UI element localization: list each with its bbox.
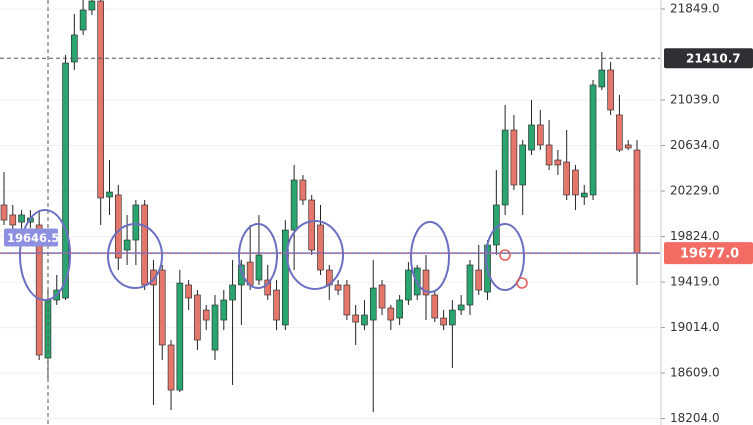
candle-body	[79, 9, 87, 31]
candle-body	[299, 179, 307, 201]
y-tick-label: 19824.0	[670, 229, 720, 243]
candle-body	[501, 129, 509, 206]
candle-body	[580, 192, 588, 198]
candle-body	[334, 284, 342, 291]
candle-body	[123, 239, 131, 251]
candle-body	[264, 279, 272, 296]
marker-price-label: 19646.5	[7, 231, 59, 245]
candle-body	[9, 214, 17, 226]
candle-body	[202, 309, 210, 321]
candle-body	[343, 284, 351, 316]
candle-body	[396, 299, 403, 319]
candle-body	[194, 294, 201, 341]
y-tick-label: 21849.0	[670, 1, 720, 15]
candle-body	[378, 284, 386, 309]
candle-body	[519, 144, 527, 186]
candle-body	[229, 284, 236, 301]
last-price-box	[664, 242, 753, 265]
candle-body	[598, 69, 606, 88]
last-price-label: 19677.0	[680, 247, 739, 262]
candle-body	[607, 69, 614, 111]
candle-body	[440, 317, 447, 326]
candle-body	[0, 204, 8, 221]
candle-body	[475, 269, 483, 291]
circle-annotation	[19, 209, 71, 301]
candle-body	[361, 314, 368, 326]
candle-body	[387, 307, 395, 321]
candle-body	[528, 124, 535, 151]
candle-body	[589, 84, 597, 196]
candle-body	[141, 204, 148, 286]
candle-body	[616, 114, 623, 151]
y-tick-label: 20634.0	[670, 138, 720, 152]
point-marker	[516, 277, 528, 289]
candle-body	[238, 264, 245, 286]
point-marker	[499, 249, 511, 261]
candle-body	[132, 204, 140, 241]
plot-area	[0, 0, 660, 420]
candle-body	[572, 169, 579, 196]
marker-price-box	[4, 228, 58, 247]
candle-body	[106, 191, 113, 198]
candle-body	[88, 0, 96, 11]
circle-annotation	[410, 221, 450, 293]
candle-body	[62, 62, 69, 299]
candle-body	[624, 144, 632, 149]
candle-body	[255, 254, 263, 281]
candle-body	[317, 224, 324, 271]
candle-body	[563, 161, 570, 196]
candle-body	[369, 287, 377, 321]
candle-body	[457, 304, 465, 311]
y-tick-label: 19014.0	[670, 320, 720, 334]
candle-body	[449, 309, 456, 326]
candle-body	[282, 229, 289, 326]
y-tick-label: 18609.0	[670, 366, 720, 380]
crosshair-price-label: 21410.7	[686, 52, 741, 66]
candle-body	[246, 261, 254, 286]
candle-body	[308, 199, 316, 251]
candle-body	[167, 344, 175, 391]
candle-body	[158, 269, 166, 346]
price-axis-labels: 21849.0 21039.0 20634.0 20229.0 19824.0 19419…	[661, 1, 720, 425]
y-tick-label: 21039.0	[670, 93, 720, 107]
candle-body	[176, 282, 184, 391]
crosshair-price-box	[664, 48, 753, 69]
candle-body	[510, 129, 518, 186]
y-tick-label: 20229.0	[670, 184, 720, 198]
circle-annotation	[286, 220, 344, 290]
candle-body	[422, 269, 430, 296]
candle-body	[290, 179, 298, 231]
candle-body	[97, 0, 105, 199]
price-axis	[661, 0, 753, 425]
candle-body	[633, 149, 641, 254]
candle-body	[150, 269, 157, 286]
candle-body	[431, 294, 439, 319]
circle-annotation	[107, 223, 163, 289]
candle-body	[211, 304, 219, 351]
candle-body	[554, 159, 562, 166]
candle-body	[185, 284, 192, 299]
annotations	[19, 209, 528, 301]
circle-annotation	[485, 223, 525, 291]
candle-body	[35, 224, 43, 356]
candle-body	[273, 289, 280, 321]
candle-body	[71, 34, 78, 63]
candle-body	[405, 269, 412, 301]
y-tick-label: 19419.0	[670, 275, 720, 289]
candle-body	[220, 299, 228, 321]
candle-body	[114, 194, 122, 259]
candle-body	[536, 124, 544, 146]
y-tick-label: 18204.0	[670, 411, 720, 425]
candle-body	[18, 214, 25, 223]
circle-annotation	[238, 223, 278, 289]
candle-body	[352, 314, 359, 323]
candle-body	[466, 264, 474, 306]
candle-body	[545, 144, 553, 166]
